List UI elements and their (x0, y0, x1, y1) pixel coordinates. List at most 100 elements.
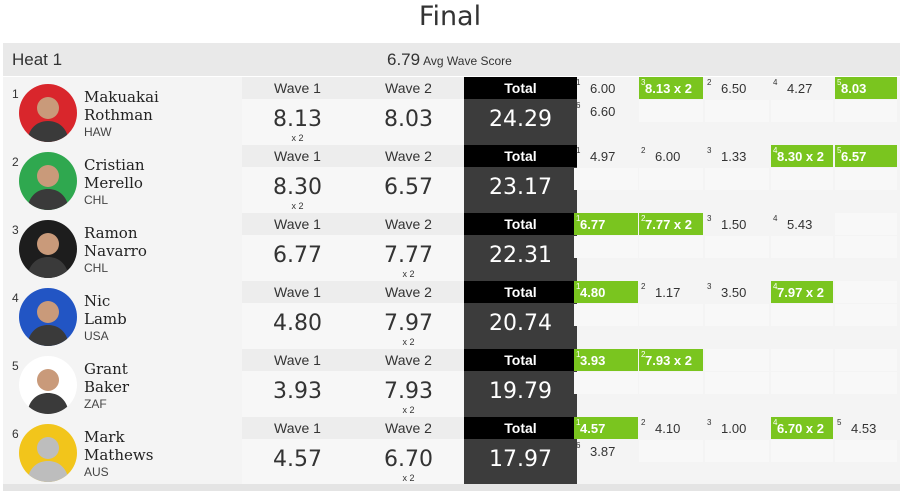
wave-number: 3 (707, 214, 712, 223)
athlete-avatar (19, 220, 77, 278)
wave2-label: Wave 2 (353, 77, 464, 99)
wave-score-cell: 4 5.43 (771, 213, 833, 235)
total-score: 20.74 (489, 311, 552, 336)
wave-score: 7.97 x 2 (777, 285, 824, 300)
athlete-rank: 5 (12, 359, 19, 373)
total-label: Total (464, 145, 577, 167)
wave2-score: 7.97 (384, 311, 433, 336)
wave-number: 4 (773, 282, 778, 291)
wave-score-cell: 1 4.57 (574, 417, 638, 439)
wave1-label: Wave 1 (242, 77, 353, 99)
wave-score: 6.57 (841, 149, 867, 164)
wave2-score: 7.93 (384, 379, 433, 404)
wave-number: 5 (837, 78, 842, 87)
athlete-last-name: Rothman (84, 106, 153, 124)
athlete-row[interactable]: 3 Ramon Navarro CHL Wave 1 6.77 Wave 2 7.77 x 2 T… (3, 213, 900, 281)
empty-wave-cell (771, 100, 833, 122)
wave2-label: Wave 2 (353, 349, 464, 371)
wave-score-cell: 2 6.50 (705, 77, 769, 99)
wave2-column: Wave 2 7.97 x 2 (353, 281, 464, 349)
empty-wave-cell (705, 236, 769, 258)
wave1-score: 6.77 (273, 243, 322, 268)
empty-wave-cell (705, 304, 769, 326)
empty-wave-cell (574, 168, 638, 190)
wave-number: 6 (576, 441, 581, 450)
wave-score: 6.60 (590, 104, 616, 119)
athlete-country: ZAF (84, 397, 107, 411)
wave-score: 4.97 (590, 149, 616, 164)
avatar-silhouette-icon (19, 288, 77, 346)
heat-header: Heat 1 6.79 Avg Wave Score (3, 43, 900, 76)
wave-score-cell: 1 4.80 (574, 281, 638, 303)
wave-score: 4.53 (851, 421, 877, 436)
athlete-last-name: Baker (84, 378, 130, 396)
empty-wave-cell (639, 100, 703, 122)
wave1-score: 3.93 (273, 379, 322, 404)
athlete-country: CHL (84, 261, 109, 275)
wave-score-cell: 3 3.50 (705, 281, 769, 303)
wave-number: 5 (837, 418, 842, 427)
athlete-row[interactable]: 2 Cristian Merello CHL Wave 1 8.30 x 2 Wave 2 6.… (3, 145, 900, 213)
athlete-row[interactable]: 6 Mark Mathews AUS Wave 1 4.57 Wave 2 6.70 x 2 To… (3, 417, 900, 485)
wave1-label: Wave 1 (242, 213, 353, 235)
wave1-column: Wave 1 8.13 x 2 (242, 77, 353, 145)
empty-wave-cell (705, 100, 769, 122)
wave-number: 2 (641, 214, 646, 223)
wave-score: 6.77 (580, 217, 606, 232)
wave-score-cell: 4 8.30 x 2 (771, 145, 833, 167)
athlete-last-name: Mathews (84, 446, 154, 464)
total-label: Total (464, 349, 577, 371)
wave-score-cell: 2 7.77 x 2 (639, 213, 703, 235)
wave-number: 2 (641, 418, 646, 427)
avatar-silhouette-icon (19, 152, 77, 210)
total-column: Total 19.79 (464, 349, 577, 417)
athlete-country: HAW (84, 125, 112, 139)
total-score: 23.17 (489, 175, 552, 200)
wave-score-cell: 5 8.03 (835, 77, 897, 99)
wave2-score: 8.03 (384, 107, 433, 132)
athlete-rank: 4 (12, 291, 19, 305)
wave-score-cell: 4 4.27 (771, 77, 833, 99)
empty-wave-cell (574, 304, 638, 326)
total-label: Total (464, 213, 577, 235)
athlete-avatar (19, 424, 77, 482)
wave1-column: Wave 1 4.80 (242, 281, 353, 349)
wave2-multiplier: x 2 (402, 269, 415, 279)
wave1-column: Wave 1 4.57 (242, 417, 353, 485)
total-column: Total 24.29 (464, 77, 577, 145)
athlete-row[interactable]: 5 Grant Baker ZAF Wave 1 3.93 Wave 2 7.93 x 2 Tot… (3, 349, 900, 417)
wave-score-cell: 2 4.10 (639, 417, 703, 439)
athlete-row[interactable]: 1 Makuakai Rothman HAW Wave 1 8.13 x 2 Wave 2 8.… (3, 77, 900, 145)
wave-number: 2 (641, 146, 646, 155)
athlete-rank: 3 (12, 223, 19, 237)
wave-score-cell: 1 3.93 (574, 349, 638, 371)
empty-wave-cell (771, 304, 833, 326)
wave-number: 1 (576, 282, 581, 291)
wave1-label: Wave 1 (242, 349, 353, 371)
wave1-score: 8.13 (273, 107, 322, 132)
empty-wave-cell (705, 372, 769, 394)
athlete-country: CHL (84, 193, 109, 207)
wave2-column: Wave 2 6.57 (353, 145, 464, 213)
wave-score-cell: 4 7.97 x 2 (771, 281, 833, 303)
wave-score: 6.00 (655, 149, 681, 164)
empty-wave-cell (705, 168, 769, 190)
wave-number: 3 (707, 418, 712, 427)
avatar-silhouette-icon (19, 356, 77, 414)
wave2-multiplier: x 2 (402, 405, 415, 415)
wave-score: 3.93 (580, 353, 606, 368)
avatar-silhouette-icon (19, 424, 77, 482)
wave-score: 7.77 x 2 (645, 217, 692, 232)
wave-number: 2 (641, 282, 646, 291)
wave-score-cell: 3 1.33 (705, 145, 769, 167)
wave1-score: 4.57 (273, 447, 322, 472)
wave-score: 4.80 (580, 285, 606, 300)
empty-wave-cell (771, 372, 833, 394)
athlete-first-name: Mark (84, 428, 125, 446)
athlete-last-name: Merello (84, 174, 143, 192)
athlete-first-name: Grant (84, 360, 128, 378)
athlete-country: AUS (84, 465, 109, 479)
total-score: 17.97 (489, 447, 552, 472)
wave-score-cell: 4 6.70 x 2 (771, 417, 833, 439)
athlete-row[interactable]: 4 Nic Lamb USA Wave 1 4.80 Wave 2 7.97 x 2 Total 2… (3, 281, 900, 349)
